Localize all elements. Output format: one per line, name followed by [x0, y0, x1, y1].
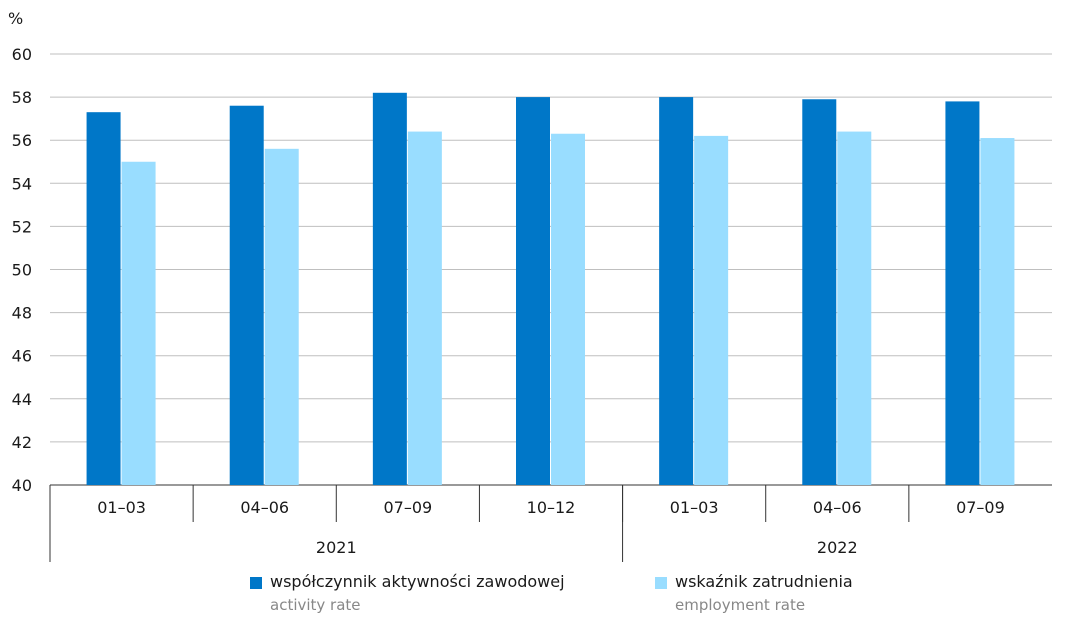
bar-employment-rate — [121, 161, 156, 485]
y-axis-ticks: 40 42 44 46 48 50 52 54 56 58 60 — [12, 45, 32, 495]
bar-employment-rate — [264, 148, 299, 485]
y-tick-label: 52 — [12, 217, 32, 236]
y-tick-label: 40 — [12, 476, 32, 495]
x-tick-label: 04–06 — [813, 498, 862, 517]
x-tick-label: 07–09 — [956, 498, 1005, 517]
bar-activity-rate — [516, 97, 550, 485]
bar-activity-rate — [945, 101, 980, 485]
bar-employment-rate — [551, 133, 585, 486]
bars — [86, 92, 1015, 486]
bar-activity-rate — [802, 99, 837, 485]
y-tick-label: 46 — [12, 347, 32, 366]
legend-label-employment-rate-en: employment rate — [675, 596, 806, 614]
year-label: 2021 — [316, 538, 357, 557]
year-label: 2022 — [817, 538, 858, 557]
y-tick-label: 54 — [12, 174, 32, 193]
y-tick-label: 44 — [12, 390, 32, 409]
bar-activity-rate — [229, 105, 264, 485]
bar-employment-rate — [980, 138, 1015, 486]
bar-activity-rate — [372, 92, 407, 485]
legend-label-activity-rate-en: activity rate — [270, 596, 361, 614]
y-tick-label: 60 — [12, 45, 32, 64]
x-tick-label: 07–09 — [383, 498, 432, 517]
bar-employment-rate — [694, 135, 729, 485]
legend-label-employment-rate-pl: wskaźnik zatrudnienia — [675, 572, 853, 591]
x-tick-label: 10–12 — [527, 498, 576, 517]
bar-employment-rate — [407, 131, 442, 485]
legend-swatch-activity-rate — [250, 577, 262, 589]
bar-activity-rate — [659, 97, 694, 485]
y-tick-label: 58 — [12, 88, 32, 107]
x-axis: 01–03 04–06 07–09 10–12 01–03 04–06 07–09 2021 2… — [49, 485, 1005, 562]
x-tick-label: 01–03 — [670, 498, 719, 517]
x-tick-label: 04–06 — [240, 498, 289, 517]
y-tick-label: 56 — [12, 131, 32, 150]
y-tick-label: 42 — [12, 433, 32, 452]
bar-activity-rate — [86, 112, 121, 485]
y-axis-unit-label: % — [8, 9, 23, 28]
bar-employment-rate — [837, 131, 872, 485]
legend-label-activity-rate-pl: współczynnik aktywności zawodowej — [270, 572, 565, 591]
legend-swatch-employment-rate — [655, 577, 667, 589]
y-tick-label: 50 — [12, 261, 32, 280]
x-tick-label: 01–03 — [97, 498, 146, 517]
y-tick-label: 48 — [12, 304, 32, 323]
